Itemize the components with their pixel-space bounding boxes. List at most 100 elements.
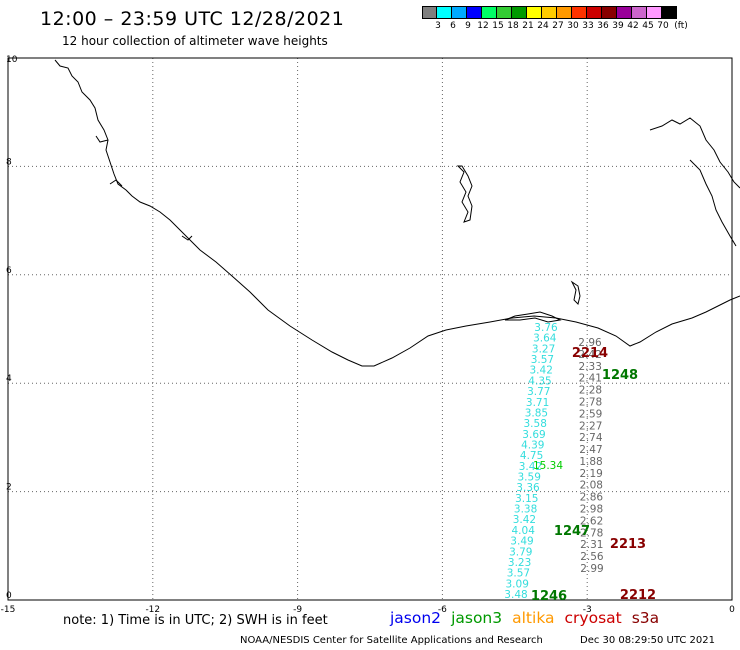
credit-line: NOAA/NESDIS Center for Satellite Applica… bbox=[240, 635, 543, 646]
wave-height-gray: 2.41 bbox=[579, 373, 602, 385]
legend-label: 12 bbox=[477, 21, 489, 31]
legend-swatch bbox=[662, 6, 677, 19]
wave-height-gray: 2.56 bbox=[580, 551, 604, 563]
footer-note: note: 1) Time is in UTC; 2) SWH is in fe… bbox=[63, 613, 328, 628]
legend-label: 70 bbox=[657, 21, 669, 31]
wave-height-gray: 2.33 bbox=[579, 361, 602, 373]
legend-label: 30 bbox=[567, 21, 579, 31]
legend-label: 21 bbox=[522, 21, 534, 31]
y-tick-label: 0 bbox=[6, 591, 12, 601]
wave-height-gray: 2.78 bbox=[580, 527, 603, 539]
y-tick-label: 2 bbox=[6, 483, 12, 493]
legend-label: 3 bbox=[435, 21, 441, 31]
wave-height-cyan: 3.85 bbox=[525, 407, 548, 419]
wave-height-gray: 2.96 bbox=[578, 337, 602, 349]
wave-height-cyan: 3.58 bbox=[524, 418, 547, 430]
wave-height-gray: 2.08 bbox=[580, 480, 603, 492]
plot-frame bbox=[7, 57, 733, 601]
color-legend-labels: 3 6 9 12 15 18 21 24 27 30 33 36 39 42 45 70 (ft) bbox=[422, 21, 740, 33]
legend-swatch bbox=[437, 6, 452, 19]
y-tick-label: 8 bbox=[6, 157, 12, 167]
wave-height-cyan: 3.42 bbox=[513, 514, 536, 526]
wave-height-cyan: 3.76 bbox=[534, 322, 558, 334]
coast-island-north bbox=[456, 165, 473, 223]
wave-height-cyan: 3.57 bbox=[507, 568, 530, 580]
legend-swatch bbox=[647, 6, 662, 19]
wave-height-cyan: 3.23 bbox=[508, 557, 531, 569]
pass-label: 1247 bbox=[554, 524, 590, 539]
legend-swatch bbox=[572, 6, 587, 19]
satellite-jason2: jason2 bbox=[390, 609, 442, 627]
wave-height-cyan: 3.38 bbox=[514, 504, 537, 516]
grid-lines bbox=[8, 58, 732, 600]
satellite-s3a: s3a bbox=[631, 609, 660, 627]
wave-height-cyan: 3.57 bbox=[531, 354, 554, 366]
legend-unit: (ft) bbox=[674, 21, 688, 31]
wave-height-gray: 2.27 bbox=[579, 420, 602, 432]
x-tick-label: -12 bbox=[145, 605, 160, 615]
coast-bays bbox=[95, 135, 193, 241]
legend-label: 18 bbox=[507, 21, 519, 31]
legend-label: 6 bbox=[450, 21, 456, 31]
y-tick-label: 4 bbox=[6, 374, 12, 384]
wave-height-gray: 2.42 bbox=[578, 349, 601, 361]
legend-label: 33 bbox=[582, 21, 594, 31]
wave-height-green: 15.34 bbox=[533, 460, 563, 472]
y-tick-label: 6 bbox=[6, 266, 12, 276]
wave-height-cyan: 3.36 bbox=[516, 482, 540, 494]
pass-labels: 2214 1248 1247 2213 1246 2212 bbox=[531, 346, 656, 604]
coastline bbox=[54, 59, 740, 367]
legend-swatch bbox=[422, 6, 437, 19]
x-tick-label: -6 bbox=[438, 605, 447, 615]
pass-label: 2212 bbox=[620, 588, 656, 603]
wave-height-gray: 2.86 bbox=[580, 492, 604, 504]
coast-island-mid bbox=[570, 280, 581, 305]
wave-height-cyan: 3.15 bbox=[515, 493, 538, 505]
wave-height-cyan: 3.79 bbox=[509, 546, 532, 558]
legend-swatch bbox=[602, 6, 617, 19]
legend-swatch bbox=[452, 6, 467, 19]
map-subtitle: 12 hour collection of altimeter wave hei… bbox=[62, 34, 328, 48]
wave-height-cyan: 3.69 bbox=[522, 429, 545, 441]
legend-swatch bbox=[617, 6, 632, 19]
altimeter-observations: 3.763.643.273.573.424.353.773.713.853.58… bbox=[504, 322, 604, 601]
wave-height-gray: 2.78 bbox=[579, 396, 602, 408]
satellite-cryosat: cryosat bbox=[564, 609, 622, 627]
legend-swatch bbox=[497, 6, 512, 19]
pass-label: 2214 bbox=[572, 346, 608, 361]
wave-height-gray: 2.28 bbox=[579, 385, 602, 397]
legend-label: 24 bbox=[537, 21, 549, 31]
wave-height-cyan: 4.39 bbox=[521, 439, 544, 451]
wave-height-cyan: 3.42 bbox=[530, 365, 553, 377]
legend-swatch bbox=[512, 6, 527, 19]
color-legend bbox=[422, 6, 677, 19]
legend-label: 9 bbox=[465, 21, 471, 31]
wave-height-cyan: 3.27 bbox=[532, 343, 555, 355]
wave-height-cyan: 3.49 bbox=[510, 536, 533, 548]
wave-height-cyan: 3.48 bbox=[504, 589, 527, 601]
wave-height-gray: 2.98 bbox=[580, 504, 603, 516]
wave-height-cyan: 4.75 bbox=[520, 450, 543, 462]
wave-height-gray: 2.47 bbox=[579, 444, 602, 456]
legend-swatch bbox=[467, 6, 482, 19]
wave-height-gray: 2.99 bbox=[580, 563, 603, 575]
wave-height-cyan: 3.64 bbox=[533, 333, 557, 345]
legend-swatch bbox=[527, 6, 542, 19]
legend-swatch bbox=[632, 6, 647, 19]
legend-swatch bbox=[542, 6, 557, 19]
coast-peninsula bbox=[504, 311, 562, 323]
pass-label: 1246 bbox=[531, 589, 567, 604]
x-tick-label: -9 bbox=[293, 605, 302, 615]
coastline-main bbox=[54, 59, 740, 367]
legend-label: 42 bbox=[627, 21, 639, 31]
legend-swatch bbox=[587, 6, 602, 19]
legend-label: 27 bbox=[552, 21, 564, 31]
wave-height-gray: 2.74 bbox=[579, 432, 603, 444]
wave-height-cyan: 4.04 bbox=[512, 525, 536, 537]
pass-label: 2213 bbox=[610, 537, 646, 552]
wave-height-cyan: 4.35 bbox=[528, 375, 551, 387]
y-tick-label: 10 bbox=[6, 55, 18, 65]
satellite-jason3: jason3 bbox=[451, 609, 503, 627]
axis-ticks: -15 -12 -9 -6 -3 0 0 2 4 6 8 10 bbox=[1, 55, 735, 615]
wave-height-gray: 2.59 bbox=[579, 408, 602, 420]
